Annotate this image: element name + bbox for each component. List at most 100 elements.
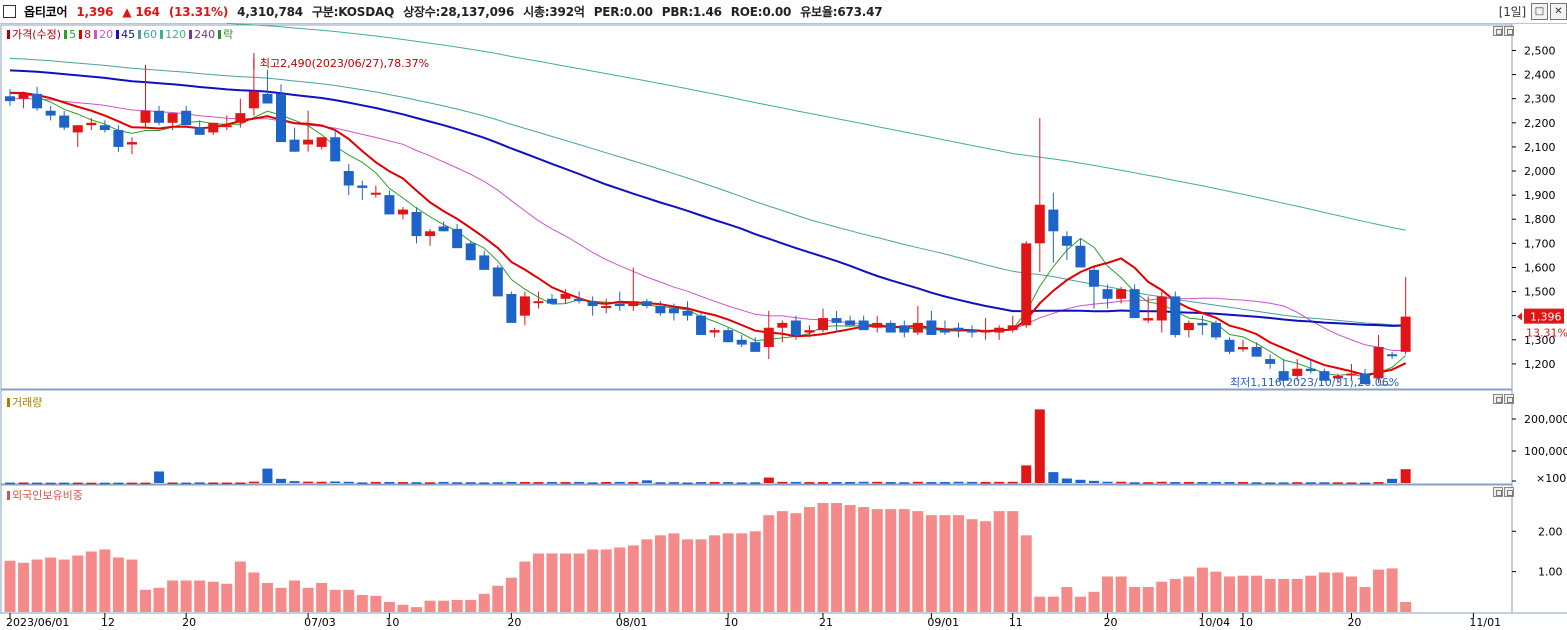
volume-bar <box>953 481 964 484</box>
candle-body <box>303 139 314 145</box>
volume-bar <box>899 482 910 484</box>
foreign-bar <box>600 549 612 612</box>
price-legend-item[interactable]: 8 <box>84 28 92 41</box>
candle-body <box>912 322 923 333</box>
price-change-pct: (13.31%) <box>168 4 229 19</box>
price-legend-item[interactable]: 45 <box>121 28 136 41</box>
volume-panel-close-icon[interactable] <box>1504 394 1514 404</box>
price-panel-max-icon[interactable] <box>1493 26 1503 36</box>
foreign-bar <box>411 607 422 612</box>
volume-bar <box>1061 478 1072 483</box>
price-legend-item[interactable]: 가격(수정) <box>12 28 62 41</box>
price-legend-item[interactable]: 20 <box>99 28 114 41</box>
foreign-legend-label: 외국인보유비중 <box>12 489 83 502</box>
volume-bar <box>614 481 625 484</box>
price-legend-item[interactable]: 락 <box>223 28 234 41</box>
volume-bar <box>1400 469 1411 483</box>
volume-bar <box>1278 482 1289 484</box>
price-legend-item[interactable]: 5 <box>69 28 77 41</box>
foreign-bar <box>1183 576 1195 612</box>
price-panel-close-icon[interactable] <box>1504 26 1514 36</box>
foreign-bar <box>614 547 626 612</box>
foreign-bar <box>72 555 84 612</box>
volume-bar <box>1305 482 1316 484</box>
candle-body <box>777 322 788 328</box>
volume-bar <box>777 481 788 484</box>
volume-bar <box>208 482 219 485</box>
last-price-pointer <box>1517 312 1522 321</box>
foreign-bar <box>560 553 572 612</box>
candle-body <box>1170 296 1181 335</box>
candle-body <box>154 110 165 123</box>
candle-body <box>167 113 178 123</box>
volume-bar <box>1007 481 1018 484</box>
price-tick-label: 2,500 <box>1524 44 1556 57</box>
foreign-bar <box>519 561 531 612</box>
volume-bar <box>126 482 137 485</box>
volume-legend: 거래량 <box>4 394 42 410</box>
candle-body <box>1224 339 1235 352</box>
candle-body <box>99 125 110 131</box>
volume-panel-max-icon[interactable] <box>1493 394 1503 404</box>
volume-bar <box>1373 482 1384 484</box>
ma8-line <box>9 91 1407 376</box>
candle-body <box>1360 373 1370 385</box>
candle-body <box>519 296 530 316</box>
foreign-panel-max-icon[interactable] <box>1493 487 1503 497</box>
foreign-bar <box>465 599 477 612</box>
candle-body <box>1007 325 1018 331</box>
volume-bar <box>452 482 463 484</box>
foreign-panel-close-icon[interactable] <box>1504 487 1514 497</box>
x-tick-label: 20 <box>1104 616 1118 629</box>
foreign-bar <box>248 572 260 612</box>
select-checkbox[interactable] <box>3 5 16 18</box>
candle-body <box>967 330 978 333</box>
volume-bar <box>818 482 828 484</box>
x-tick-label: 07/03 <box>304 616 336 629</box>
x-tick-label: 21 <box>819 616 833 629</box>
restore-icon[interactable]: □ <box>1531 3 1548 20</box>
price-tick-label: 1,200 <box>1524 358 1556 371</box>
candle-body <box>1400 316 1411 352</box>
volume-bar <box>763 477 774 483</box>
volume-bar <box>262 468 273 483</box>
candle-body <box>370 192 381 195</box>
price-tick-label: 2,400 <box>1524 69 1556 82</box>
volume-bar <box>1346 482 1357 484</box>
foreign-bar <box>1386 568 1398 612</box>
candle-body <box>181 110 192 126</box>
price-legend-swatch <box>7 30 10 39</box>
foreign-bar <box>329 589 341 612</box>
candle-body <box>845 320 856 326</box>
volume-bar <box>872 481 883 484</box>
foreign-bar <box>1156 581 1168 612</box>
volume-bar <box>1102 481 1113 484</box>
foreign-bar <box>383 601 395 612</box>
foreign-bar <box>289 580 301 612</box>
foreign-bar <box>140 589 151 612</box>
stock-name[interactable]: 옵티코어 <box>24 5 68 19</box>
foreign-bar <box>776 511 788 612</box>
volume-bar <box>533 482 544 484</box>
candle-body <box>330 137 341 162</box>
volume-tick-label: 100,000 <box>1524 445 1567 458</box>
candle-body <box>1305 368 1316 372</box>
market-cap: 시총:392억 <box>523 5 585 19</box>
foreign-bar <box>1291 578 1303 612</box>
price-legend-item[interactable]: 60 <box>143 28 158 41</box>
price-legend-item[interactable]: 120 <box>165 28 187 41</box>
price-tick-label: 2,100 <box>1524 141 1556 154</box>
foreign-bar <box>1047 596 1059 612</box>
price-legend-item[interactable]: 240 <box>194 28 216 41</box>
period-selector[interactable]: [1일] <box>1498 5 1526 19</box>
candle-body <box>1143 318 1154 321</box>
volume-bar <box>411 482 422 484</box>
candle-body <box>1102 289 1113 299</box>
foreign-bar <box>180 580 192 612</box>
volume-bar <box>316 481 327 484</box>
foreign-bar <box>4 560 16 612</box>
ma120-line <box>226 22 1406 231</box>
volume-bar <box>668 482 679 484</box>
volume-bar <box>343 481 354 484</box>
